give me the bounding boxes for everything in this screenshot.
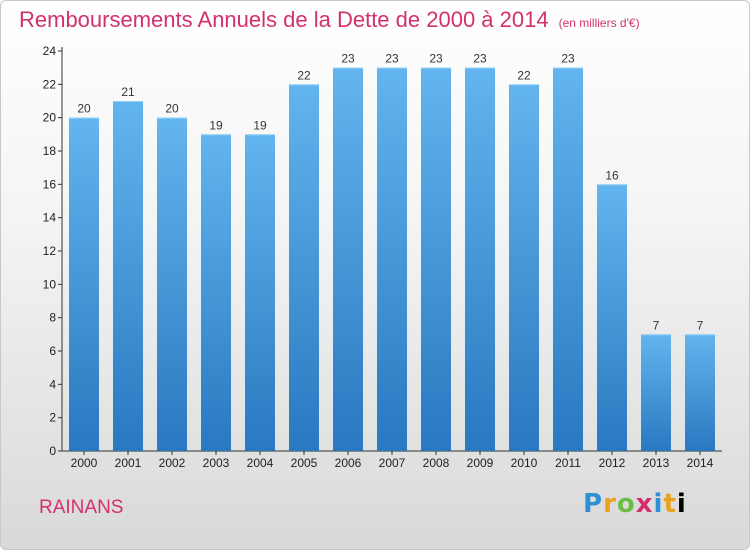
- value-label: 20: [77, 102, 91, 116]
- value-label: 22: [297, 68, 311, 82]
- x-tick-label: 2013: [643, 456, 670, 470]
- value-label: 7: [653, 318, 660, 332]
- value-label: 19: [253, 118, 267, 132]
- x-tick-label: 2009: [467, 456, 494, 470]
- value-label: 7: [697, 318, 704, 332]
- value-label: 23: [561, 52, 575, 66]
- y-tick-label: 4: [49, 377, 56, 391]
- y-tick-label: 0: [49, 444, 56, 458]
- y-tick-label: 10: [43, 277, 57, 291]
- bar-2001: [113, 101, 143, 451]
- x-tick-label: 2003: [203, 456, 230, 470]
- y-tick-label: 18: [43, 144, 57, 158]
- chart-title: Remboursements Annuels de la Dette de 20…: [19, 7, 640, 33]
- x-tick-label: 2000: [71, 456, 98, 470]
- x-tick-label: 2012: [599, 456, 626, 470]
- bar-2000: [69, 117, 99, 452]
- y-tick-label: 20: [43, 111, 57, 125]
- y-tick-label: 6: [49, 344, 56, 358]
- chart-title-text: Remboursements Annuels de la Dette de 20…: [19, 7, 549, 32]
- value-label: 20: [165, 102, 179, 116]
- y-tick-label: 12: [43, 244, 57, 258]
- x-tick-label: 2006: [335, 456, 362, 470]
- bar-2004: [245, 134, 275, 452]
- value-label: 19: [209, 118, 223, 132]
- bar-2003: [201, 134, 231, 452]
- y-tick-label: 2: [49, 411, 56, 425]
- bar-2006: [333, 67, 363, 452]
- bar-2011: [553, 67, 583, 452]
- proxiti-logo[interactable]: Proxiti: [583, 489, 687, 519]
- x-tick-label: 2002: [159, 456, 186, 470]
- y-tick-label: 14: [43, 211, 57, 225]
- bar-2013: [641, 334, 671, 451]
- x-tick-label: 2014: [687, 456, 714, 470]
- chart-subtitle: (en milliers d'€): [558, 16, 640, 30]
- bar-2005: [289, 84, 319, 451]
- x-tick-label: 2008: [423, 456, 450, 470]
- bar-2009: [465, 67, 495, 452]
- bar-2007: [377, 67, 407, 452]
- bar-2010: [509, 84, 539, 451]
- bar-2002: [157, 117, 187, 452]
- bar-2008: [421, 67, 451, 452]
- x-tick-label: 2001: [115, 456, 142, 470]
- y-tick-label: 24: [43, 44, 57, 58]
- value-label: 16: [605, 168, 619, 182]
- value-label: 23: [429, 52, 443, 66]
- value-label: 23: [473, 52, 487, 66]
- x-tick-label: 2010: [511, 456, 538, 470]
- x-tick-label: 2005: [291, 456, 318, 470]
- x-tick-label: 2007: [379, 456, 406, 470]
- x-tick-label: 2011: [555, 456, 581, 470]
- y-tick-label: 16: [43, 177, 57, 191]
- bar-2012: [597, 184, 627, 452]
- value-label: 21: [121, 85, 135, 99]
- y-tick-label: 22: [43, 77, 57, 91]
- y-tick-label: 8: [49, 311, 56, 325]
- city-name: RAINANS: [39, 497, 124, 518]
- value-label: 23: [341, 52, 355, 66]
- value-label: 23: [385, 52, 399, 66]
- x-tick-label: 2004: [247, 456, 274, 470]
- value-label: 22: [517, 68, 531, 82]
- bar-2014: [685, 334, 715, 451]
